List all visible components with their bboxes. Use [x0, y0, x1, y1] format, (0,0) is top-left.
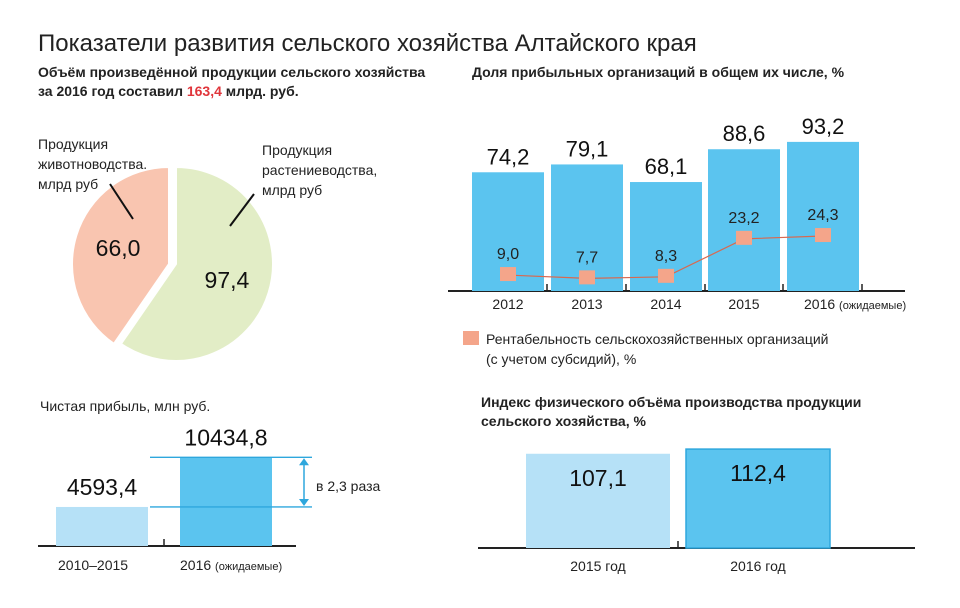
bar-profitable-share [708, 149, 780, 291]
rentability-value-label: 9,0 [497, 246, 519, 263]
net-profit-cat2-text: 2016 [180, 557, 212, 573]
rentability-marker [658, 268, 674, 283]
bar-legend-line1: Рентабельность сельскохозяйственных орга… [486, 331, 829, 347]
bar-profitable-share [787, 141, 859, 291]
bar-value-label: 68,1 [645, 154, 688, 179]
index-category-label: 2015 год [570, 558, 625, 574]
index-value-label: 107,1 [569, 465, 627, 491]
rentability-value-label: 8,3 [655, 248, 677, 265]
bar-category-label: 2012 [492, 296, 523, 312]
pie-label-crop-line1: Продукция [262, 142, 333, 158]
bar-category-label: 2015 [728, 296, 759, 312]
bar-value-label: 88,6 [723, 121, 766, 146]
index-bar [526, 453, 670, 548]
pie-slice-animal [71, 165, 170, 346]
rentability-marker [579, 270, 595, 285]
rentability-value-label: 7,7 [576, 249, 598, 266]
net-profit-title: Чистая прибыль, млн руб. [40, 398, 211, 414]
index-title-line1: Индекс физического объёма производства п… [481, 394, 862, 410]
rentability-value-label: 24,3 [807, 207, 838, 224]
bar-value-label: 79,1 [566, 136, 609, 161]
pie-label-animal-line1: Продукция [38, 136, 109, 152]
pie-title-line1: Объём произведённой продукции сельского … [38, 64, 426, 80]
pie-value-label: 66,0 [96, 235, 141, 261]
net-profit-ratio-annotation: в 2,3 раза [316, 478, 381, 494]
bar-category-label: 2013 [571, 296, 602, 312]
pie-leader-line-crop [229, 193, 255, 227]
net-profit-cat2-label: 2016 (ожидаемые) [180, 557, 282, 573]
bar-legend-text: Рентабельность сельскохозяйственных орга… [486, 329, 829, 369]
pie-label-crop-line3: млрд руб [262, 182, 323, 198]
pie-label-animal: Продукция животноводства, млрд руб [38, 134, 147, 194]
net-profit-cat1-label: 2010–2015 [58, 557, 129, 573]
pie-label-animal-line3: млрд руб [38, 176, 99, 192]
rentability-value-label: 23,2 [728, 210, 759, 227]
bar-section-title: Доля прибыльных организаций в общем их ч… [472, 64, 845, 80]
pie-title-line2: за 2016 год составил 163,4 млрд. руб. [38, 82, 425, 101]
net-profit-bar [56, 506, 148, 546]
bar-category-label: 2014 [650, 296, 681, 312]
bar-year-2016-label: 2016 (ожидаемые) [804, 296, 906, 312]
pie-title-prefix: за 2016 год составил [38, 83, 187, 99]
bar-value-label: 93,2 [802, 114, 845, 139]
bar-profitable-share [551, 164, 623, 291]
page-title: Показатели развития сельского хозяйства … [38, 30, 697, 57]
net-profit-bar [180, 457, 272, 546]
pie-label-crop-line2: растениеводства, [262, 162, 378, 178]
index-value-label: 112,4 [730, 460, 786, 486]
net-profit-value-label: 10434,8 [184, 424, 267, 450]
legend-marker [463, 331, 479, 345]
rentability-marker [500, 267, 516, 282]
index-bar [685, 448, 831, 549]
net-profit-cat2-note: (ожидаемые) [215, 561, 283, 573]
index-title-line2: сельского хозяйства, % [481, 413, 646, 429]
net-profit-value-label: 4593,4 [67, 474, 138, 500]
rentability-marker [736, 230, 752, 245]
bar-legend-line2: (с учетом субсидий), % [486, 351, 637, 367]
index-category-label: 2016 год [730, 558, 785, 574]
rentability-marker [815, 228, 831, 243]
pie-slice-crop [119, 165, 274, 362]
pie-label-crop: Продукция растениеводства, млрд руб [262, 140, 377, 200]
pie-section-title: Объём произведённой продукции сельского … [38, 63, 425, 101]
pie-total-value: 163,4 [186, 83, 222, 99]
net-profit-ratio-arrow-down [299, 498, 309, 506]
pie-leader-line-animal [109, 183, 134, 220]
bar-year-2016-note: (ожидаемые) [839, 300, 907, 312]
bar-value-label: 74,2 [487, 144, 530, 169]
net-profit-ratio-arrow-up [299, 458, 309, 466]
pie-value-label: 97,4 [205, 267, 250, 293]
index-section-title: Индекс физического объёма производства п… [481, 393, 861, 431]
pie-label-animal-line2: животноводства, [38, 156, 148, 172]
pie-title-suffix: млрд. руб. [221, 83, 299, 99]
bar-year-2016-text: 2016 [804, 296, 836, 312]
